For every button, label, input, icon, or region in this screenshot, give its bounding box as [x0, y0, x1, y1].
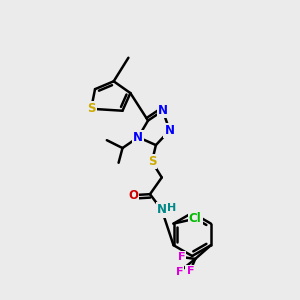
Text: F: F [178, 252, 185, 262]
Text: H: H [167, 203, 176, 213]
Text: N: N [133, 131, 143, 144]
Text: F: F [176, 267, 183, 277]
Text: O: O [128, 189, 138, 202]
Text: S: S [148, 155, 156, 168]
Text: N: N [165, 124, 175, 137]
Text: N: N [157, 203, 167, 216]
Text: Cl: Cl [189, 212, 202, 225]
Text: F: F [187, 266, 194, 276]
Text: S: S [87, 102, 95, 115]
Text: N: N [158, 104, 168, 117]
